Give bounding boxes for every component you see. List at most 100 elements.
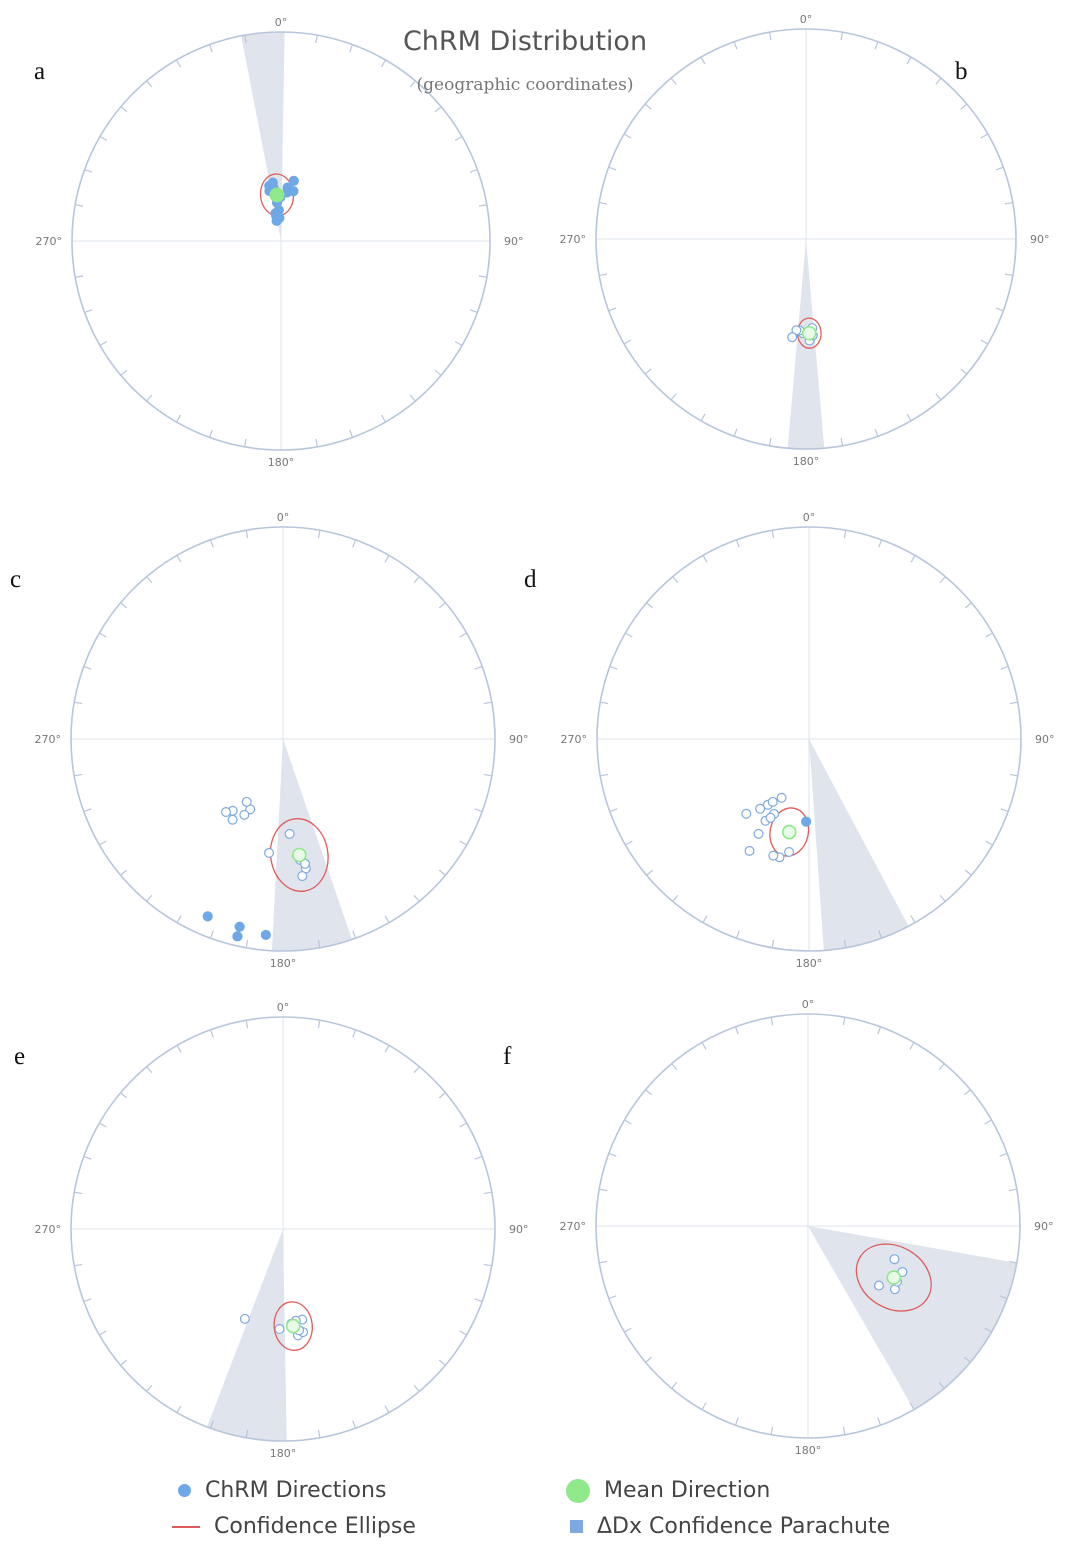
panel-label-b: b (955, 58, 968, 85)
degree-tick (175, 414, 182, 423)
primitive-circle (596, 526, 1022, 952)
degree-tick (874, 41, 879, 50)
tick-label: 180° (270, 1447, 297, 1460)
degree-tick (609, 665, 618, 670)
primitive-circle (70, 1016, 496, 1442)
degree-tick (244, 438, 247, 447)
degree-tick (478, 204, 487, 207)
chrm-direction-point (227, 814, 238, 825)
degree-tick (74, 1263, 83, 1267)
degree-tick (352, 1029, 357, 1038)
degree-tick (74, 773, 83, 777)
degree-tick (599, 1188, 608, 1192)
degree-tick (438, 1359, 446, 1366)
stereonet-panel-b: 0° 90° 180° 270° (560, 13, 1050, 468)
degree-tick (208, 429, 213, 438)
degree-tick (176, 1405, 182, 1413)
chrm-direction-point (232, 931, 243, 942)
degree-tick (175, 59, 182, 68)
degree-tick (474, 808, 483, 813)
degree-tick (469, 309, 478, 314)
degree-tick (671, 1063, 678, 1071)
chrm-direction-point (220, 807, 231, 818)
degree-tick (413, 1384, 420, 1392)
tick-label: 90° (1034, 1220, 1054, 1233)
degree-tick (608, 1295, 617, 1300)
degree-tick (980, 339, 989, 345)
confidence-parachute (808, 1226, 1017, 1410)
confidence-parachute (809, 739, 909, 951)
degree-tick (409, 80, 416, 88)
degree-tick (478, 275, 487, 278)
degree-tick (474, 1298, 483, 1303)
legend-item-chrm: ChRM Directions (172, 1478, 386, 1503)
tick-label: 0° (277, 511, 290, 524)
degree-tick (315, 35, 318, 44)
degree-tick (209, 539, 214, 548)
chrm-direction-point (755, 803, 766, 814)
degree-tick (672, 576, 679, 584)
degree-tick (176, 915, 182, 923)
degree-tick (384, 555, 390, 563)
tick-label: 270° (560, 1220, 587, 1233)
degree-tick (842, 1017, 846, 1026)
degree-tick (906, 56, 912, 65)
degree-tick (244, 35, 247, 44)
chart-subtitle: (geographic coordinates) (416, 75, 634, 95)
degree-tick (671, 1381, 678, 1389)
degree-tick (702, 555, 708, 563)
degree-tick (146, 1384, 153, 1392)
degree-tick (120, 1359, 128, 1366)
degree-tick (624, 1327, 632, 1333)
degree-tick (245, 1429, 249, 1438)
degree-tick (413, 576, 420, 584)
degree-tick (459, 840, 467, 846)
degree-tick (984, 1327, 992, 1333)
degree-tick (768, 437, 772, 446)
degree-tick (735, 930, 740, 939)
degree-tick (701, 1042, 707, 1050)
degree-tick (474, 665, 483, 670)
degree-tick (984, 1119, 992, 1125)
chrm-direction-point (873, 1280, 884, 1291)
degree-tick (459, 1330, 467, 1336)
degree-tick (83, 808, 92, 813)
mean-direction-point (292, 847, 307, 863)
tick-label: 0° (802, 998, 815, 1011)
degree-tick (645, 1089, 653, 1096)
tick-label: 0° (275, 16, 288, 29)
chrm-direction-point (787, 332, 798, 343)
tick-label: 270° (560, 233, 587, 246)
primitive-circle (70, 526, 496, 952)
chrm-direction-point (264, 847, 275, 858)
degree-tick (670, 77, 677, 85)
degree-tick (768, 32, 772, 41)
degree-tick (380, 59, 387, 68)
tick-label: 90° (1030, 233, 1050, 246)
degree-tick (770, 1017, 774, 1026)
degree-tick (771, 939, 775, 948)
degree-tick (454, 340, 463, 347)
degree-tick (317, 939, 321, 948)
degree-tick (964, 602, 972, 609)
tick-label: 180° (270, 957, 297, 970)
tick-label: 270° (561, 733, 588, 746)
degree-tick (609, 808, 618, 813)
degree-tick (935, 393, 942, 401)
degree-tick (317, 1429, 321, 1438)
degree-tick (120, 602, 128, 609)
degree-tick (146, 80, 153, 88)
degree-tick (146, 1066, 153, 1074)
confidence-ellipse (855, 1243, 932, 1312)
degree-tick (409, 394, 416, 402)
chrm-direction-point (202, 911, 213, 922)
degree-tick (770, 1426, 774, 1435)
degree-tick (176, 555, 182, 563)
chrm-direction-point (776, 792, 787, 803)
legend-item-parachute: ΔDx Confidence Parachute (566, 1514, 890, 1539)
tick-label: 0° (803, 511, 816, 524)
degree-tick (672, 894, 679, 902)
degree-tick (999, 1295, 1008, 1300)
tick-label: 90° (1035, 733, 1055, 746)
tick-label: 180° (795, 1444, 822, 1457)
